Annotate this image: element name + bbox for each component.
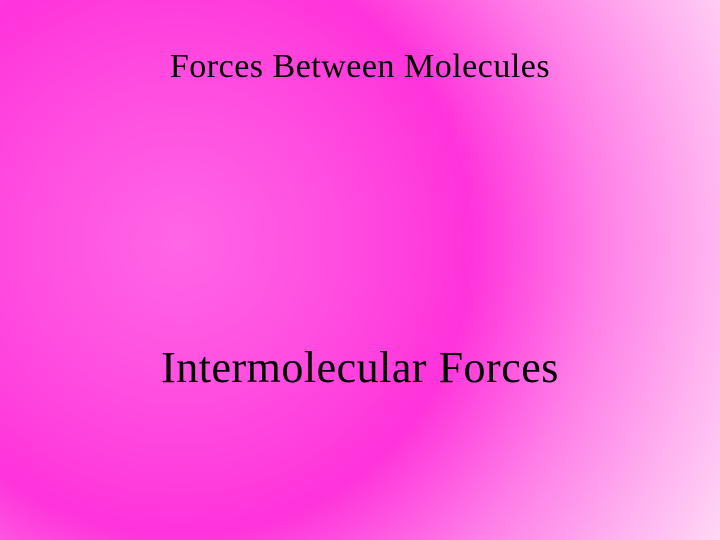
slide-title: Forces Between Molecules	[0, 48, 720, 86]
slide-subtitle: Intermolecular Forces	[0, 342, 720, 393]
slide-container: Forces Between Molecules Intermolecular …	[0, 0, 720, 540]
